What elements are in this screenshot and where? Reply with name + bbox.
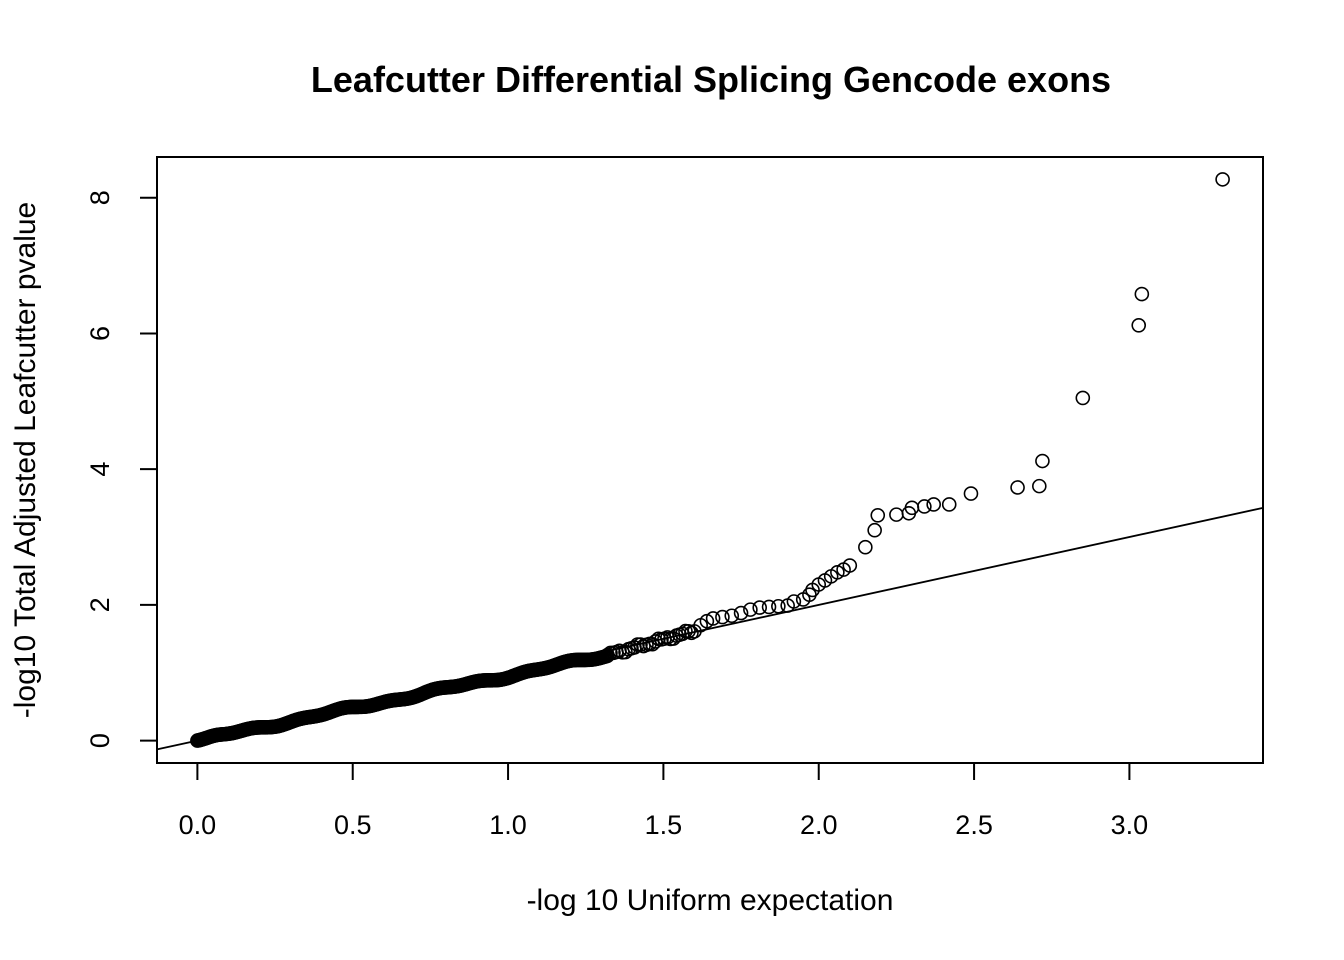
y-tick-label: 4 [85,462,115,477]
x-axis-label: -log 10 Uniform expectation [527,884,894,917]
x-axis: 0.0 0.5 1.0 1.5 2.0 2.5 3.0 [179,762,1149,840]
x-tick-label: 0.5 [334,810,372,840]
data-point [724,608,740,624]
data-point [858,539,873,555]
x-tick-label: 2.0 [800,810,838,840]
data-point [1035,453,1050,469]
data-point [1131,317,1147,333]
data-point [1215,172,1230,187]
data-point [941,497,957,512]
data-point [1134,286,1150,302]
data-point [761,599,777,615]
data-point [1032,478,1047,494]
data-point [917,499,932,514]
y-axis: 0 2 4 6 8 [85,190,158,748]
y-tick-label: 6 [85,326,115,341]
data-point [733,605,749,621]
y-axis-label: -log10 Total Adjusted Leafcutter pvalue [9,202,42,718]
data-point [752,600,768,615]
data-point [715,609,730,625]
chart-title: Leafcutter Differential Splicing Gencode… [311,59,1111,100]
data-point [1010,480,1025,495]
data-point [743,602,758,617]
x-tick-label: 1.5 [645,810,683,840]
data-point [867,522,882,538]
data-point [963,486,979,501]
data-point [786,594,802,609]
x-tick-label: 1.0 [489,810,527,840]
plot-frame [156,156,1264,764]
data-point [889,507,904,522]
data-point [870,508,886,523]
data-points [190,172,1230,748]
y-tick-label: 8 [85,190,115,205]
data-point [771,598,786,614]
y-tick-label: 2 [85,597,115,612]
x-tick-label: 2.5 [955,810,993,840]
data-point [926,497,941,512]
x-tick-label: 3.0 [1111,810,1149,840]
data-point [705,611,721,626]
data-point [1075,390,1091,406]
data-point [842,558,858,573]
y-tick-label: 0 [85,733,115,748]
x-tick-label: 0.0 [179,810,217,840]
